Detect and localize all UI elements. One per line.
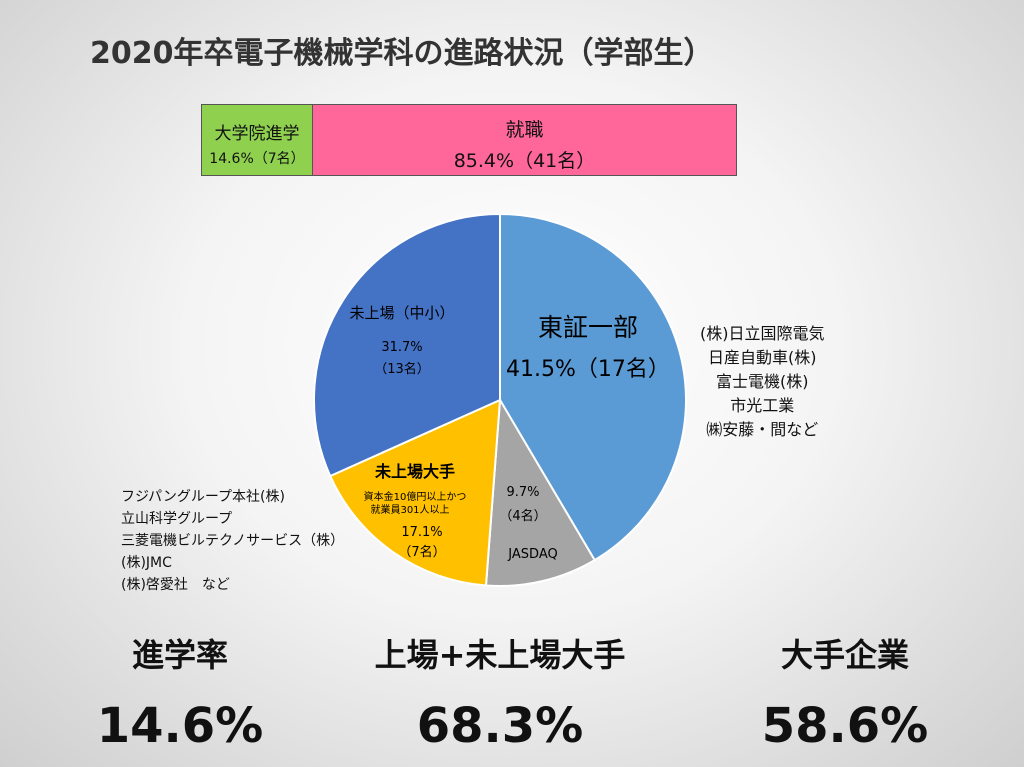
page-title: 2020年卒電子機械学科の進路状況（学部生） <box>90 36 714 71</box>
slice-pct-unlisted-sme: 31.7% <box>381 340 422 355</box>
employment-value: 85.4%（41名） <box>453 150 596 172</box>
company-item: 富士電機(株) <box>716 372 809 391</box>
slice-note2-unlisted-large: 就業員301人以上 <box>370 503 449 516</box>
employment-bar: 就職 85.4%（41名） <box>312 104 737 176</box>
graduate-label: 大学院進学 <box>214 124 300 144</box>
pie-slice-unlisted_large <box>328 398 502 587</box>
stat-listed-large: 上場+未上場大手 68.3% <box>335 630 665 754</box>
slice-value-tse1: 41.5%（17名） <box>506 357 670 382</box>
stat-advancement-rate: 進学率 14.6% <box>95 630 265 754</box>
slice-label-unlisted-large: 未上場大手 <box>374 462 455 481</box>
company-item: 市光工業 <box>730 396 795 415</box>
stat-value: 14.6% <box>96 698 264 754</box>
graduate-school-bar: 大学院進学 14.6%（7名） <box>201 104 313 176</box>
pie-slices <box>313 212 687 587</box>
slice-pct-unlisted-large: 17.1% <box>401 525 442 540</box>
company-item: 立山科学グループ <box>121 511 233 527</box>
slice-label-tse1: 東証一部 <box>538 313 638 342</box>
slice-label-jasdaq: JASDAQ <box>507 547 557 562</box>
stat-label: 進学率 <box>131 636 228 674</box>
slice-count-jasdaq: （4名） <box>499 508 546 524</box>
tse1-company-list: (株)日立国際電気 日産自動車(株) 富士電機(株) 市光工業 ㈱安藤・間など <box>700 322 825 442</box>
pie-slice-tse1 <box>499 212 687 562</box>
pie-slice-jasdaq <box>484 396 597 587</box>
pie-slice-unlisted_sme <box>313 212 501 478</box>
slice-count-unlisted-sme: （13名） <box>374 361 430 377</box>
slice-label-unlisted-sme: 未上場（中小） <box>349 304 454 322</box>
company-item: (株)日立国際電気 <box>700 324 825 343</box>
company-item: (株)JMC <box>121 555 172 571</box>
stat-large-company: 大手企業 58.6% <box>735 630 955 754</box>
company-item: フジパングループ本社(株) <box>121 489 285 505</box>
graduate-value: 14.6%（7名） <box>209 151 305 167</box>
slice-note1-unlisted-large: 資本金10億円以上かつ <box>364 490 467 503</box>
stat-label: 上場+未上場大手 <box>374 636 626 674</box>
stat-value: 68.3% <box>416 698 584 754</box>
stat-value: 58.6% <box>761 698 929 754</box>
unlisted-large-company-list: フジパングループ本社(株) 立山科学グループ 三菱電機ビルテクノサービス（株） … <box>121 486 344 596</box>
company-item: ㈱安藤・間など <box>706 420 819 439</box>
company-item: 日産自動車(株) <box>708 348 817 367</box>
employment-label: 就職 <box>505 119 544 141</box>
company-item: (株)啓愛社 など <box>121 577 230 593</box>
slice-count-unlisted-large: （7名） <box>398 544 445 560</box>
stat-label: 大手企業 <box>780 636 909 674</box>
slice-pct-jasdaq: 9.7% <box>506 485 539 500</box>
company-item: 三菱電機ビルテクノサービス（株） <box>121 533 345 549</box>
